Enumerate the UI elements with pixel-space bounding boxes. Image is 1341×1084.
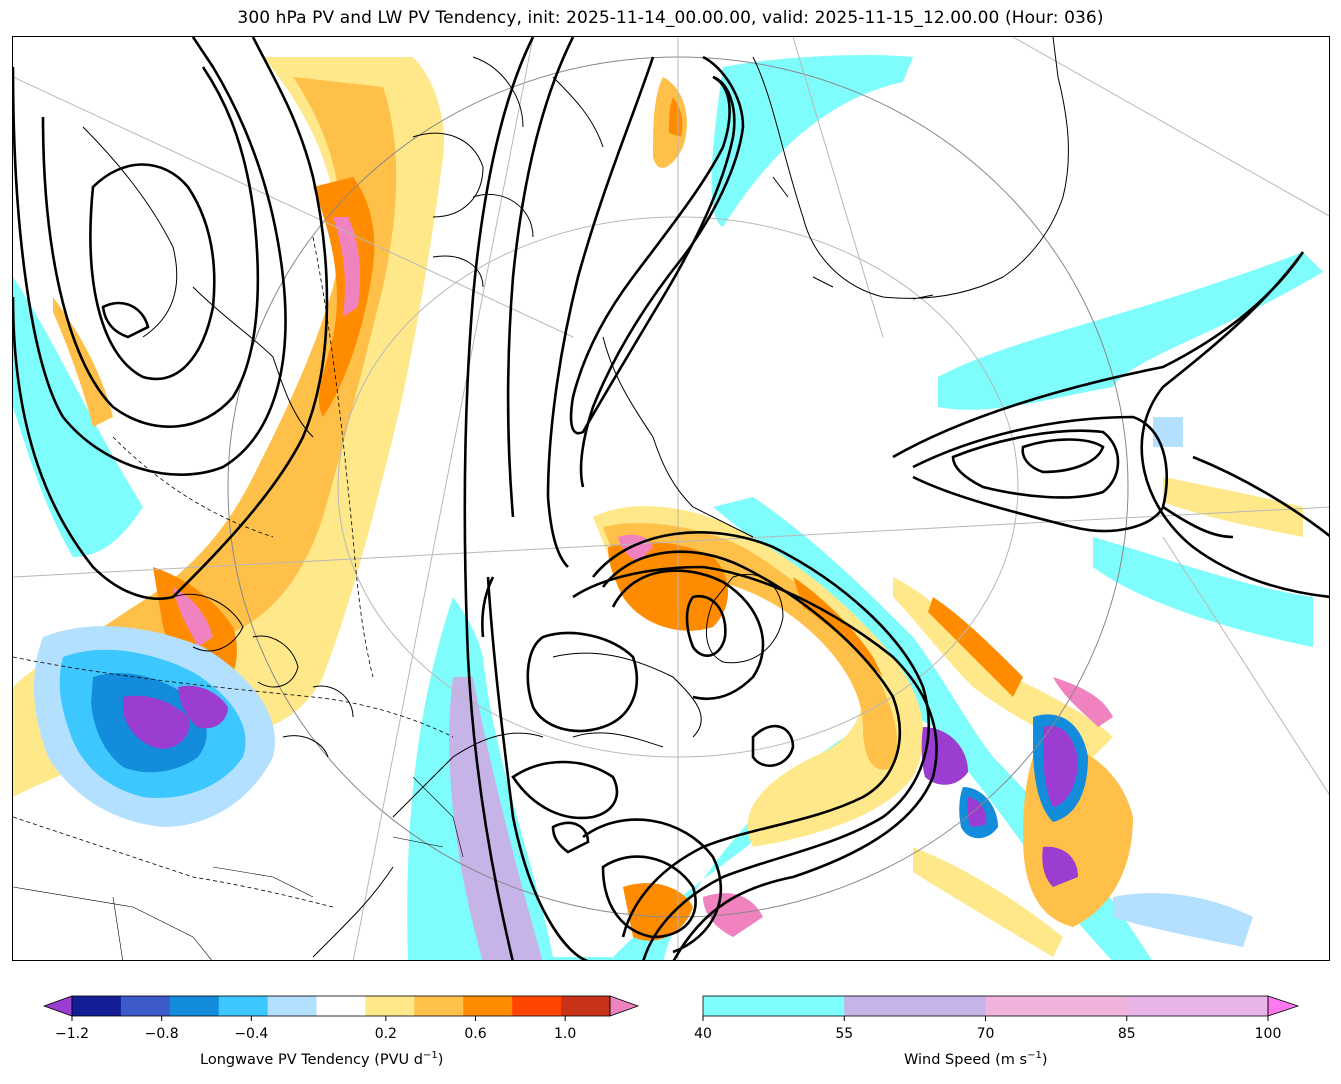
pv-contour-south-small: [551, 821, 590, 854]
pv-colorbar-tick-label: −0.4: [234, 1026, 269, 1042]
map-canvas: [13, 37, 1329, 960]
pv-contour-west-small: [101, 301, 150, 339]
greenland-coast: [752, 37, 1069, 300]
pv-contour-east-mid: [912, 415, 1169, 533]
pv-colorbar-bin: [218, 996, 269, 1016]
map-panel: [12, 36, 1330, 961]
pv-contour-west-outer: [13, 37, 329, 600]
pv-colorbar-tick-label: −0.8: [144, 1026, 179, 1042]
state-lines: [13, 776, 464, 960]
pv-contour-east-tail: [1192, 455, 1329, 538]
coastlines: [82, 37, 1069, 958]
pv-colorbar-bin: [267, 996, 318, 1016]
wind-colorbar-swatches: [702, 995, 1300, 1021]
gulf-st-lawrence: [552, 652, 702, 748]
pv-colorbar-bin: [365, 996, 415, 1016]
jet-east-lower: [1093, 537, 1313, 647]
pv-colorbar-bin: [512, 996, 562, 1016]
pv-colorbar-extend-high: [609, 995, 640, 1017]
figure-title: 300 hPa PV and LW PV Tendency, init: 202…: [237, 8, 1104, 28]
jet-greenland: [711, 55, 913, 227]
arctic-islands: [412, 76, 604, 288]
pv-contour-cutoff-3: [601, 550, 901, 938]
pv-contour-closed-1: [751, 724, 795, 767]
pv-colorbar-extend-low: [42, 995, 73, 1017]
hudson-bay: [82, 126, 314, 438]
pv-contour-east-inner: [951, 429, 1120, 499]
wind-colorbar-label-close: ): [1041, 1051, 1048, 1068]
pv-colorbar-swatches: [42, 995, 640, 1021]
pv-contour-lower-tongue: [511, 760, 619, 820]
pv-contour-trough-2: [506, 37, 575, 518]
wind-colorbar-extend-high: [1267, 995, 1300, 1017]
pv-colorbar-label: Longwave PV Tendency (PVU d−1): [200, 1050, 443, 1068]
pv-contour-west-ridge-outer: [13, 37, 287, 476]
pv-contour-east-tail-2: [1162, 505, 1234, 539]
great-lakes: [172, 593, 354, 758]
labrador-coast: [602, 336, 754, 538]
pv-contour-streamer: [481, 576, 589, 960]
pv-contour-cutoff-2: [591, 531, 930, 960]
pv-colorbar-tick-label: 1.0: [554, 1026, 577, 1042]
wind-colorbar-bin: [844, 996, 986, 1016]
pv-colorbar-label-exp: −1: [422, 1050, 438, 1061]
pv-contour-cutoff-outer: [572, 565, 938, 960]
pv-colorbar-frame: [71, 995, 611, 1017]
wind-colorbar-bin: [985, 996, 1128, 1016]
wind-colorbar-tick-label: 85: [1117, 1026, 1136, 1042]
wind-colorbar-tick-label: 100: [1254, 1026, 1282, 1042]
pv-contour-west-ridge-mid: [41, 66, 260, 428]
pv-dipole-east: [593, 506, 924, 847]
pv-contour-trough-3: [546, 56, 655, 568]
wind-speed-colorbar: [702, 995, 1300, 1066]
wind-colorbar-tick-label: 55: [835, 1026, 854, 1042]
pv-colorbar-tick-label: −1.2: [55, 1026, 89, 1042]
pv-colorbar-bin: [561, 996, 611, 1016]
pv-contour-gulf: [526, 631, 638, 733]
pv-colorbar-ticks: −1.2 −0.8 −0.4 0.2 0.6 1.0: [0, 1026, 1341, 1046]
pv-colorbar-bin: [72, 996, 122, 1016]
pv-tendency-negative: [33, 417, 1253, 947]
ellesmere: [472, 56, 524, 128]
pv-colorbar-bin: [463, 996, 513, 1016]
pv-colorbar-bin: [316, 996, 366, 1016]
pv-colorbar-bin: [414, 996, 464, 1016]
pv-colorbar-label-close: ): [437, 1051, 444, 1068]
jet-east-atlantic: [938, 252, 1323, 410]
pv-contour-greenland-tongue: [569, 75, 736, 435]
pv-colorbar-tick-label: 0.6: [464, 1026, 487, 1042]
wind-colorbar-label-main: Wind Speed (m s: [904, 1051, 1028, 1068]
wind-colorbar-label-exp: −1: [1027, 1050, 1042, 1061]
pv-colorbar-bin: [120, 996, 171, 1016]
wind-colorbar-label: Wind Speed (m s−1): [904, 1050, 1047, 1068]
pv-colorbar-tick-label: 0.2: [374, 1026, 397, 1042]
wind-colorbar-ticks: 40 55 70 85 100: [0, 1026, 1341, 1046]
wind-colorbar-bin: [1126, 996, 1269, 1016]
east-coast: [312, 732, 544, 958]
pv-colorbar-bin: [169, 996, 220, 1016]
wind-colorbar-tick-label: 70: [976, 1026, 995, 1042]
wind-colorbar-bin: [703, 996, 845, 1016]
pv-contour-east-outer: [892, 251, 1329, 599]
pv-contour-south-loop-2: [582, 818, 723, 954]
pv-contour-east-core: [1021, 438, 1105, 474]
wind-colorbar-tick-label: 40: [694, 1026, 712, 1042]
pv-contours: [13, 37, 1329, 960]
pv-tendency-colorbar: [42, 995, 640, 1066]
pv-contour-trough-outer: [463, 37, 535, 960]
pv-contour-greenland-outer: [579, 55, 745, 488]
pv-contour-cutoff-center: [685, 594, 727, 657]
pv-contour-west-ridge-inner: [89, 163, 216, 381]
pv-contour-cutoff-4: [611, 569, 765, 701]
pv-colorbar-label-main: Longwave PV Tendency (PVU d: [200, 1051, 423, 1068]
pv-contour-south-loop-1: [601, 855, 697, 939]
